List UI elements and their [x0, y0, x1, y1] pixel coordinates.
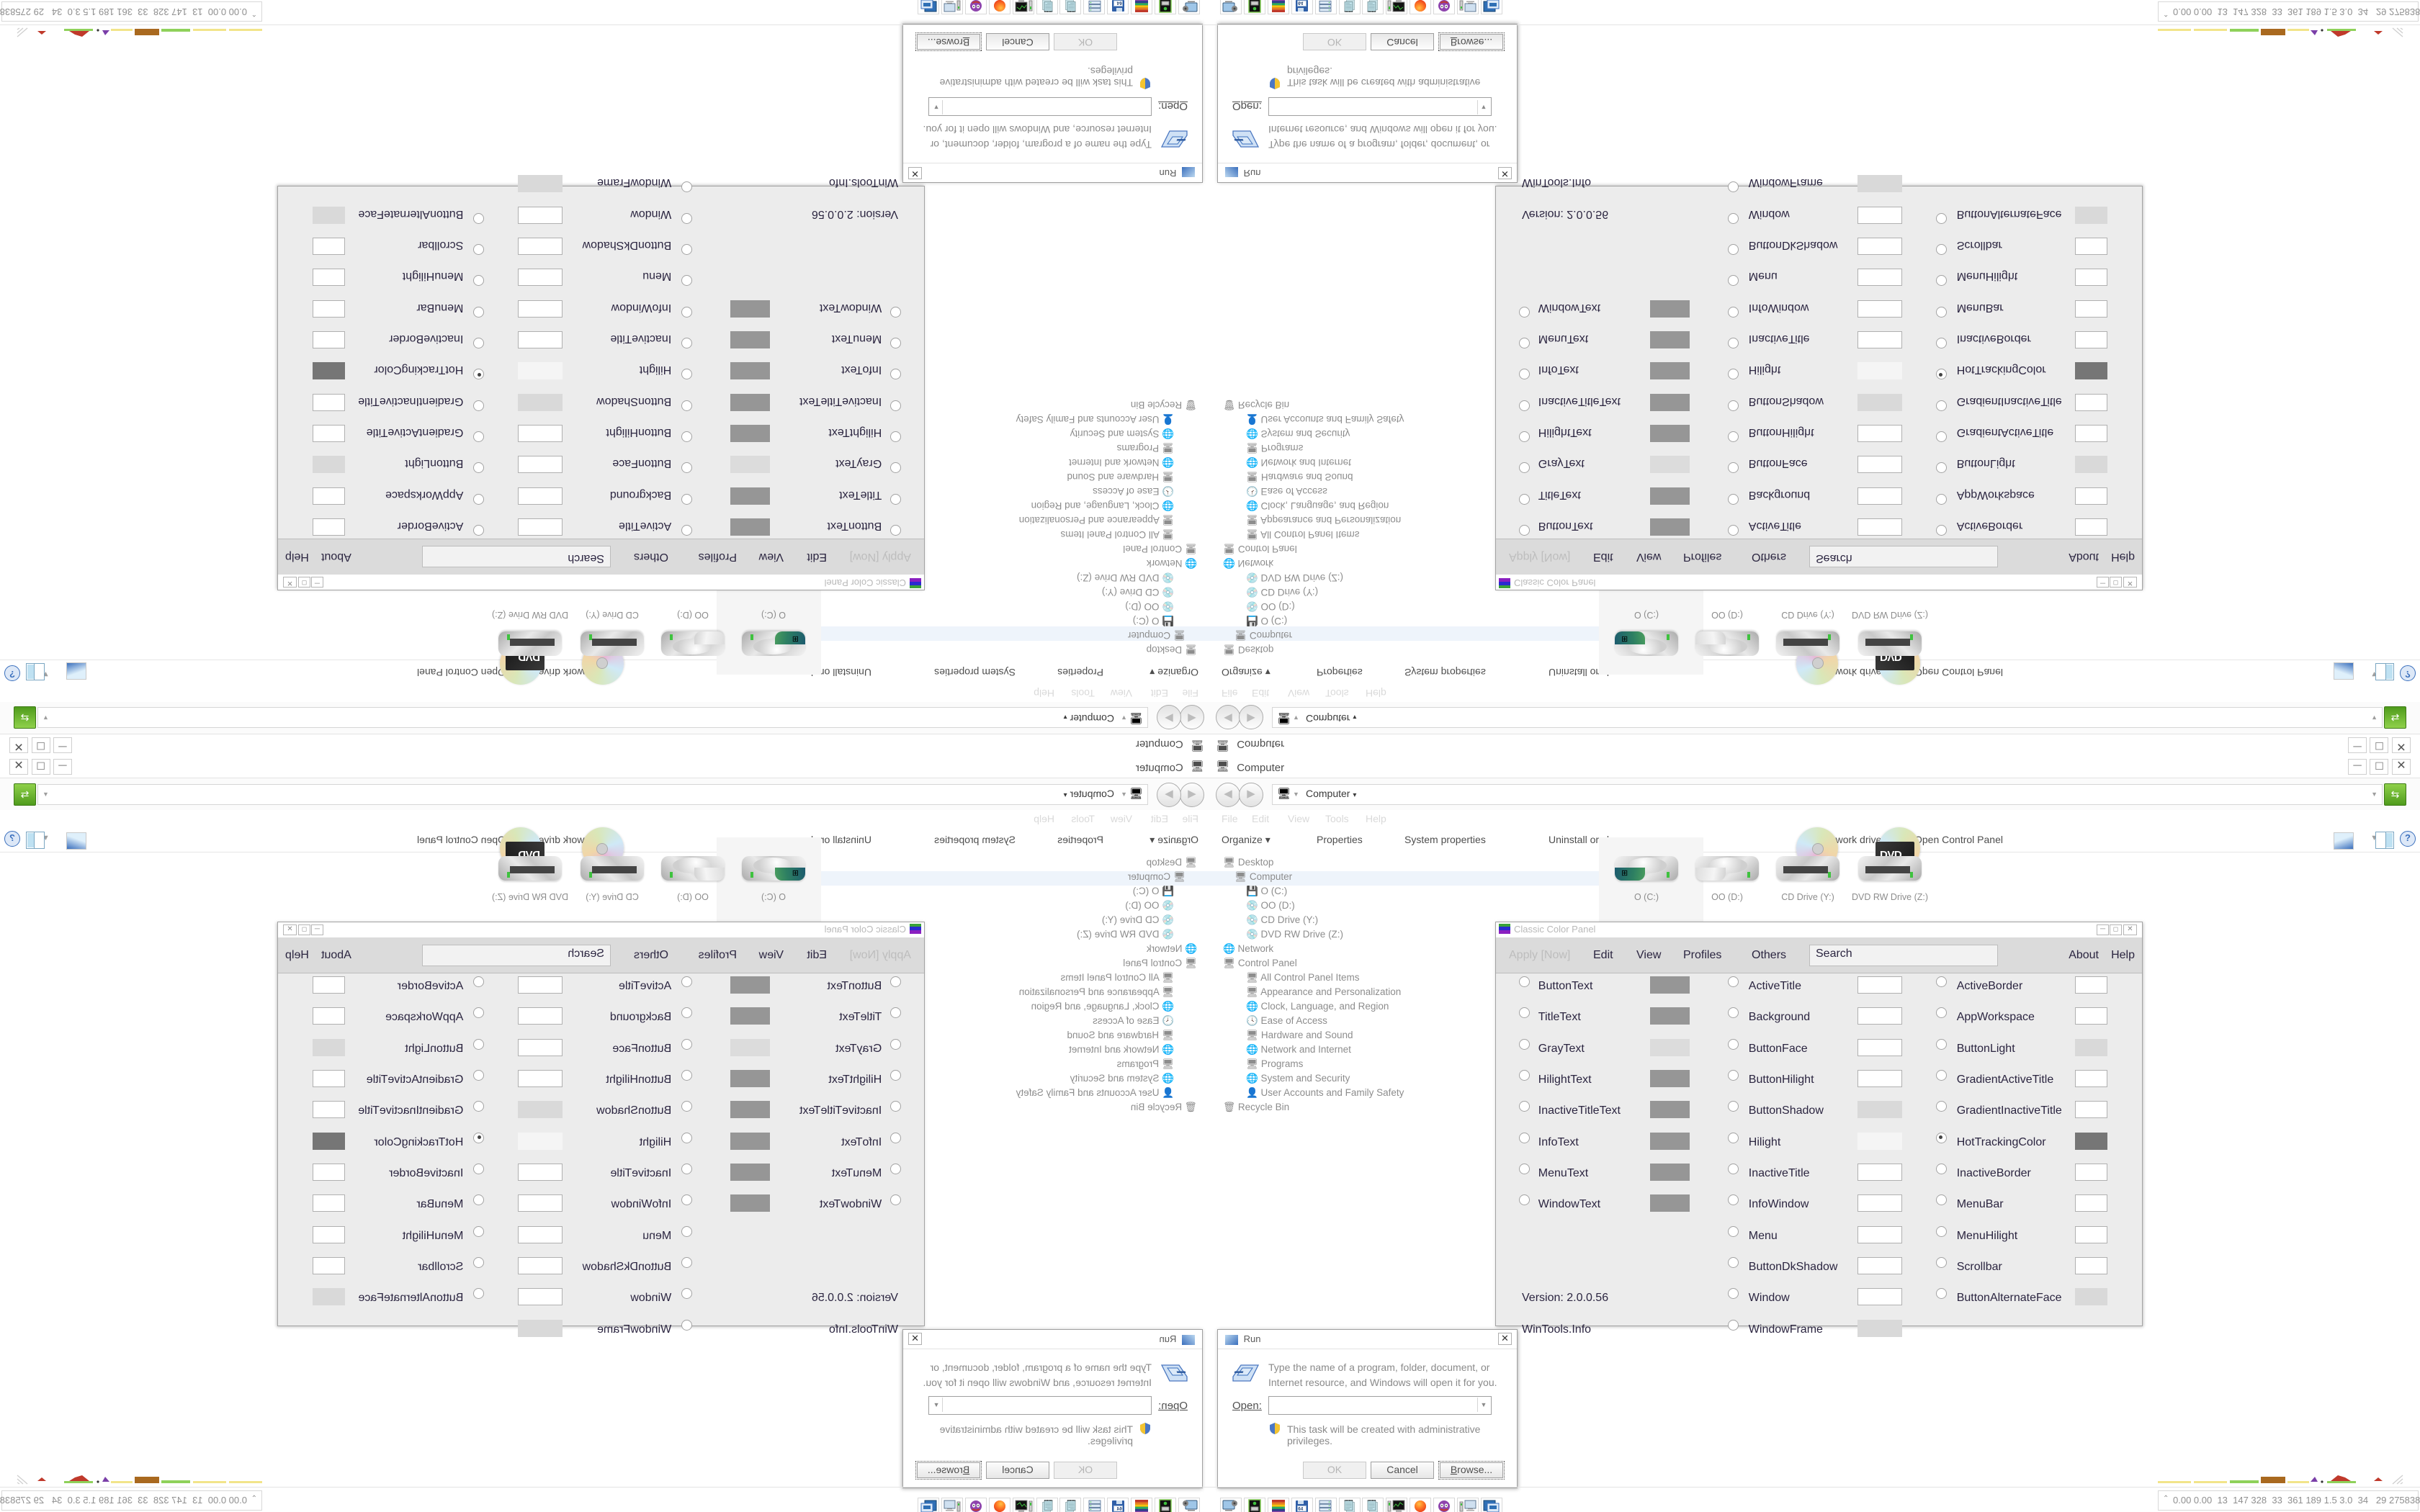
svg-text:64: 64: [1298, 1, 1304, 6]
svg-text:64: 64: [1117, 1507, 1123, 1512]
svg-text:64: 64: [1117, 1, 1123, 6]
svg-text:64: 64: [1298, 1507, 1304, 1512]
